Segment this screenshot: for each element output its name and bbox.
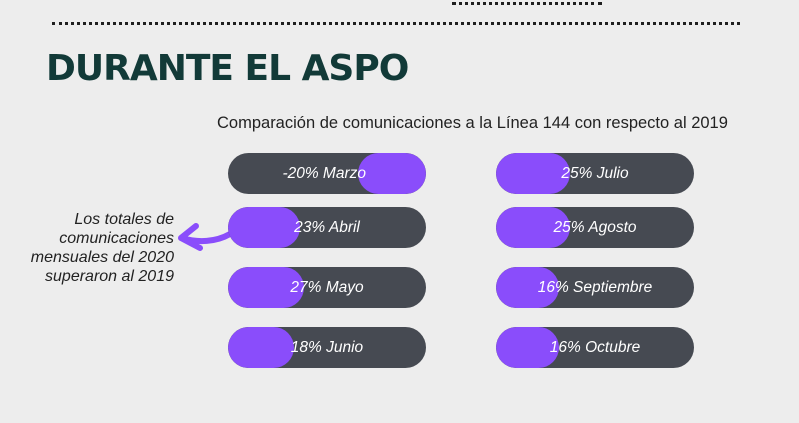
month-label: 18% Junio	[228, 327, 426, 368]
left-arrow-icon	[176, 214, 232, 258]
month-label: 23% Abril	[228, 207, 426, 248]
annotation-note: Los totales de comunicaciones mensuales …	[20, 210, 174, 286]
month-label: 16% Octubre	[496, 327, 694, 368]
month-pill-julio: 25% Julio	[496, 153, 694, 194]
top-decorative-fragment	[452, 0, 602, 5]
month-pill-mayo: 27% Mayo	[228, 267, 426, 308]
month-label: 25% Agosto	[496, 207, 694, 248]
month-pill-octubre: 16% Octubre	[496, 327, 694, 368]
month-pill-junio: 18% Junio	[228, 327, 426, 368]
month-label: -20% Marzo	[228, 153, 366, 194]
month-pill-agosto: 25% Agosto	[496, 207, 694, 248]
month-label: 25% Julio	[496, 153, 694, 194]
page-title: DURANTE EL ASPO	[46, 48, 408, 89]
month-label: 16% Septiembre	[496, 267, 694, 308]
month-label: 27% Mayo	[228, 267, 426, 308]
chart-subtitle: Comparación de comunicaciones a la Línea…	[217, 114, 728, 133]
month-pill-septiembre: 16% Septiembre	[496, 267, 694, 308]
dotted-divider	[52, 22, 740, 25]
month-pill-abril: 23% Abril	[228, 207, 426, 248]
month-pill-marzo: -20% Marzo	[228, 153, 426, 194]
fill-bar	[358, 153, 426, 194]
